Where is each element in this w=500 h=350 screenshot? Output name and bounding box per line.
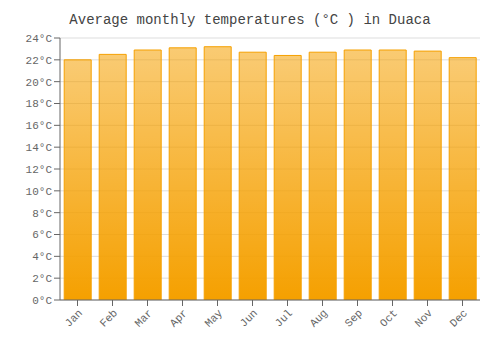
svg-text:2°C: 2°C: [32, 273, 52, 285]
svg-text:6°C: 6°C: [32, 229, 52, 241]
svg-text:14°C: 14°C: [26, 142, 53, 154]
svg-text:0°C: 0°C: [32, 295, 52, 307]
svg-text:Nov: Nov: [413, 307, 436, 330]
svg-text:4°C: 4°C: [32, 251, 52, 263]
svg-text:Apr: Apr: [168, 307, 190, 329]
svg-text:Aug: Aug: [308, 307, 330, 329]
svg-text:Dec: Dec: [448, 307, 470, 329]
svg-text:8°C: 8°C: [32, 208, 52, 220]
svg-text:12°C: 12°C: [26, 164, 53, 176]
svg-text:Jan: Jan: [63, 307, 85, 329]
svg-text:20°C: 20°C: [26, 77, 53, 89]
html-text:Average monthly temperatures (: Average monthly temperatures (°C ) in Du…: [69, 12, 431, 28]
svg-text:16°C: 16°C: [26, 120, 53, 132]
svg-text:18°C: 18°C: [26, 98, 53, 110]
svg-text:Oct: Oct: [378, 307, 400, 329]
svg-text:Feb: Feb: [98, 307, 120, 329]
svg-text:Sep: Sep: [343, 307, 365, 329]
svg-text:May: May: [203, 307, 226, 330]
svg-text:24°C: 24°C: [26, 33, 53, 45]
svg-text:Mar: Mar: [133, 307, 155, 329]
svg-text:10°C: 10°C: [26, 186, 53, 198]
svg-text:22°C: 22°C: [26, 55, 53, 67]
svg-text:Jul: Jul: [273, 307, 295, 329]
svg-text:Jun: Jun: [238, 307, 260, 329]
